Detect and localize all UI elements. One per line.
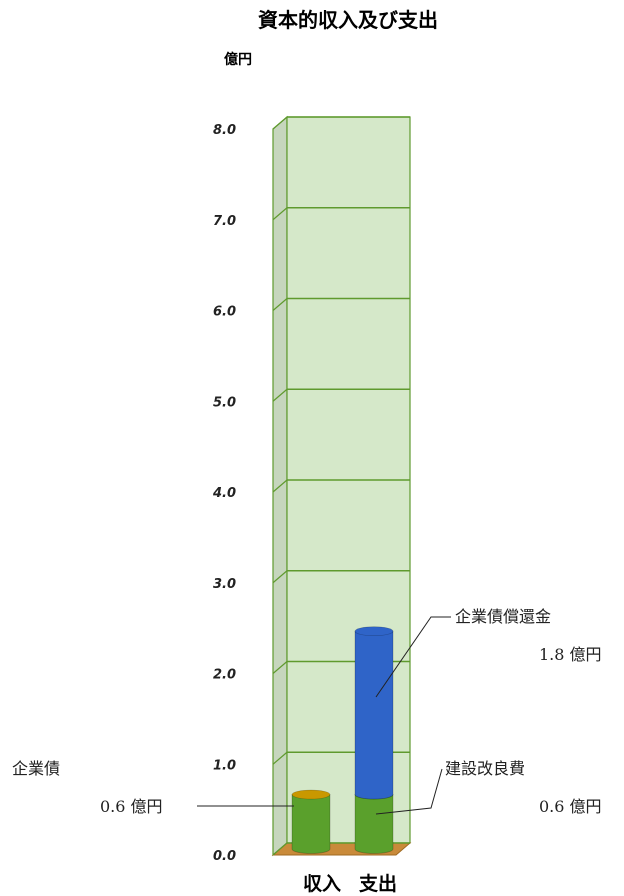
- y-tick-label: 4.0: [212, 486, 236, 501]
- bar-segment: [291, 789, 331, 854]
- y-tick-label: 1.0: [213, 758, 236, 773]
- bars: [291, 626, 394, 854]
- bar-segment: [354, 626, 394, 800]
- gridline-side: [272, 842, 288, 856]
- gridline-side: [272, 661, 288, 674]
- x-category-label: 支出: [358, 872, 397, 895]
- gridline-side: [272, 207, 288, 221]
- gridline-side: [272, 298, 288, 311]
- y-tick-label: 7.0: [213, 214, 236, 229]
- gridline-side: [272, 116, 288, 130]
- y-tick-label: 0.0: [213, 849, 236, 864]
- y-tick-label: 5.0: [213, 395, 236, 410]
- y-tick-label: 3.0: [213, 577, 236, 592]
- annotation-shokankin: 企業債償還金 1.8 億円: [375, 607, 602, 698]
- value-label: 0.6 億円: [100, 797, 163, 816]
- series-label: 建設改良費: [445, 759, 525, 778]
- y-tick-label: 6.0: [213, 305, 236, 320]
- gridline-side: [272, 388, 288, 402]
- series-label: 企業債: [12, 759, 60, 778]
- bar-cap: [354, 626, 394, 637]
- gridline-side: [272, 751, 288, 765]
- annotation-kensetsu: 建設改良費 0.6 億円: [375, 759, 602, 816]
- bar-cap: [291, 789, 331, 800]
- bar-body: [354, 630, 394, 800]
- y-axis-ticks: 0.0 1.0 2.0 3.0 4.0 5.0 6.0 7.0 8.0: [212, 123, 236, 864]
- y-tick-label: 2.0: [213, 668, 236, 683]
- y-tick-label: 8.0: [213, 123, 236, 138]
- chart-title: 資本的収入及び支出: [258, 8, 438, 32]
- bar-body: [354, 794, 394, 854]
- leader-line: [375, 768, 443, 815]
- value-label: 0.6 億円: [539, 797, 602, 816]
- series-label: 企業債償還金: [455, 607, 551, 626]
- leader-line: [375, 616, 451, 698]
- bar-segment: [354, 789, 394, 854]
- y-axis-unit: 億円: [224, 51, 252, 68]
- gridline-side: [272, 570, 288, 584]
- annotation-kigyosai: 企業債 0.6 億円: [12, 759, 294, 816]
- gridline-side: [272, 479, 288, 493]
- value-label: 1.8 億円: [539, 645, 602, 664]
- bar-body: [291, 794, 331, 854]
- x-category-label: 収入: [303, 873, 341, 895]
